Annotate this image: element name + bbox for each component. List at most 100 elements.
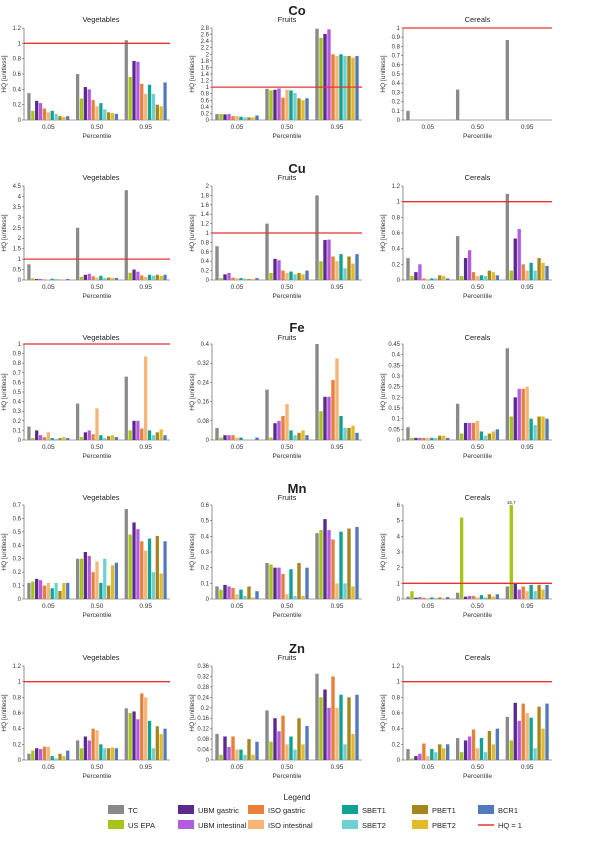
bar-0.50-ubm-gastric (83, 432, 88, 440)
y-tick-label: 0.4 (201, 534, 210, 540)
bar-0.95-sbet1 (339, 531, 343, 599)
bar-0.95-tc (315, 28, 319, 120)
x-tick-label: 0.95 (331, 124, 344, 131)
y-tick-label: 2.5 (13, 226, 22, 232)
bar-0.05-bcr1 (255, 278, 259, 280)
bar-0.95-iso-intestinal (335, 261, 339, 280)
bar-0.95-pbet1 (537, 258, 541, 280)
x-tick-label: 0.05 (231, 603, 244, 610)
y-tick-label: 0.4 (392, 353, 401, 359)
bar-0.95-pbet2 (541, 416, 545, 440)
y-tick-label: 0.4 (392, 81, 401, 87)
bar-0.50-sbet1 (479, 595, 484, 599)
legend-swatch-iso-gastric (248, 805, 264, 814)
x-tick-label: 0.05 (231, 444, 244, 451)
bar-0.95-ubm-gastric (323, 33, 327, 120)
bar-0.95-iso-gastric (331, 539, 335, 599)
bar-0.50-iso-intestinal (285, 404, 289, 440)
y-tick-label: 0.12 (197, 727, 209, 733)
y-tick-label: 2 (206, 52, 210, 58)
bar-0.50-tc (265, 562, 269, 599)
bar-0.05-pbet2 (442, 748, 446, 760)
bar-0.05-tc (215, 428, 219, 440)
bar-0.05-ubm-intestinal (38, 749, 43, 760)
bar-0.05-bcr1 (66, 582, 70, 599)
bar-0.95-sbet2 (151, 748, 156, 760)
bar-0.05-pbet2 (442, 276, 446, 280)
element-title: Cu (288, 161, 305, 176)
bar-0.95-iso-gastric (331, 676, 335, 760)
bar-0.50-iso-gastric (281, 270, 285, 280)
bar-0.95-tc (315, 533, 319, 599)
panel-title: Fruits (278, 653, 297, 662)
bar-0.05-sbet1 (50, 110, 54, 120)
bar-0.05-tc (27, 426, 31, 440)
y-tick-label: 0 (397, 118, 401, 124)
y-tick-label: 0.4 (201, 259, 210, 265)
bar-0.50-iso-intestinal (285, 89, 289, 120)
bar-0.05-bcr1 (445, 437, 450, 440)
y-tick-label: 0.32 (197, 674, 209, 680)
bar-0.95-ubm-intestinal (327, 530, 331, 599)
bar-0.05-pbet2 (62, 116, 66, 120)
bar-0.05-sbet2 (243, 754, 247, 760)
bar-0.95-ubm-intestinal (327, 396, 331, 440)
bar-0.95-tc (315, 344, 319, 440)
bar-0.50-iso-gastric (281, 97, 285, 120)
x-tick-label: 0.95 (139, 284, 152, 291)
bar-0.05-ubm-intestinal (227, 746, 231, 760)
y-tick-label: 0.8 (392, 695, 401, 701)
bar-0.95-iso-intestinal (525, 713, 529, 760)
bar-0.05-sbet2 (243, 595, 247, 599)
bar-0.05-bcr1 (66, 438, 70, 440)
bar-0.50-tc (75, 558, 80, 599)
bar-0.05-bcr1 (255, 591, 259, 599)
bar-0.05-iso-gastric (422, 278, 426, 280)
x-axis-label: Percentile (83, 293, 112, 300)
y-tick-label: 0.3 (392, 374, 401, 380)
bar-0.95-iso-intestinal (525, 386, 529, 440)
bar-0.95-ubm-intestinal (517, 388, 521, 440)
bar-0.05-ubm-gastric (35, 748, 39, 760)
bar-0.95-bcr1 (355, 526, 359, 599)
bar-0.50-iso-intestinal (95, 106, 99, 120)
y-tick-label: 1.2 (392, 184, 401, 190)
bar-0.05-us-epa (219, 114, 223, 120)
bar-0.05-pbet1 (247, 739, 251, 760)
y-tick-label: 0.5 (201, 519, 210, 525)
bar-0.95-pbet1 (155, 104, 159, 120)
x-tick-label: 0.50 (91, 284, 104, 291)
x-axis-label: Percentile (463, 773, 492, 780)
y-tick-label: 0.2 (392, 395, 401, 401)
bar-0.95-tc (505, 586, 510, 599)
bar-0.50-pbet2 (491, 744, 496, 760)
x-axis-label: Percentile (83, 773, 112, 780)
legend-swatch-ubm-gastric (178, 805, 194, 814)
panel-title: Fruits (278, 15, 297, 24)
bar-0.50-pbet2 (491, 596, 496, 599)
x-tick-label: 0.05 (42, 284, 55, 291)
y-tick-label: 0.1 (392, 109, 401, 115)
bar-0.50-ubm-intestinal (277, 260, 281, 280)
y-tick-label: 0.9 (13, 352, 22, 358)
bar-0.95-iso-gastric (331, 380, 335, 440)
y-axis-label: HQ [unitless] (1, 533, 8, 570)
panel-title: Vegetables (82, 333, 119, 342)
bar-0.50-ubm-gastric (273, 258, 277, 280)
bar-0.95-iso-intestinal (525, 270, 529, 280)
y-tick-label: 1.2 (13, 26, 22, 32)
bar-0.50-iso-gastric (281, 715, 285, 760)
bar-0.95-pbet1 (537, 416, 541, 440)
y-tick-label: 2 (206, 184, 210, 190)
bar-0.50-tc (265, 710, 269, 760)
bar-0.50-pbet2 (301, 100, 305, 120)
bar-0.05-pbet1 (247, 279, 251, 280)
y-tick-label: 0.8 (13, 57, 22, 63)
bar-0.05-pbet1 (438, 597, 442, 599)
bar-0.50-iso-gastric (281, 416, 285, 440)
legend-label-ubm-gastric: UBM gastric (198, 806, 239, 815)
bar-0.05-iso-gastric (231, 277, 235, 280)
bar-0.05-pbet2 (62, 437, 66, 440)
